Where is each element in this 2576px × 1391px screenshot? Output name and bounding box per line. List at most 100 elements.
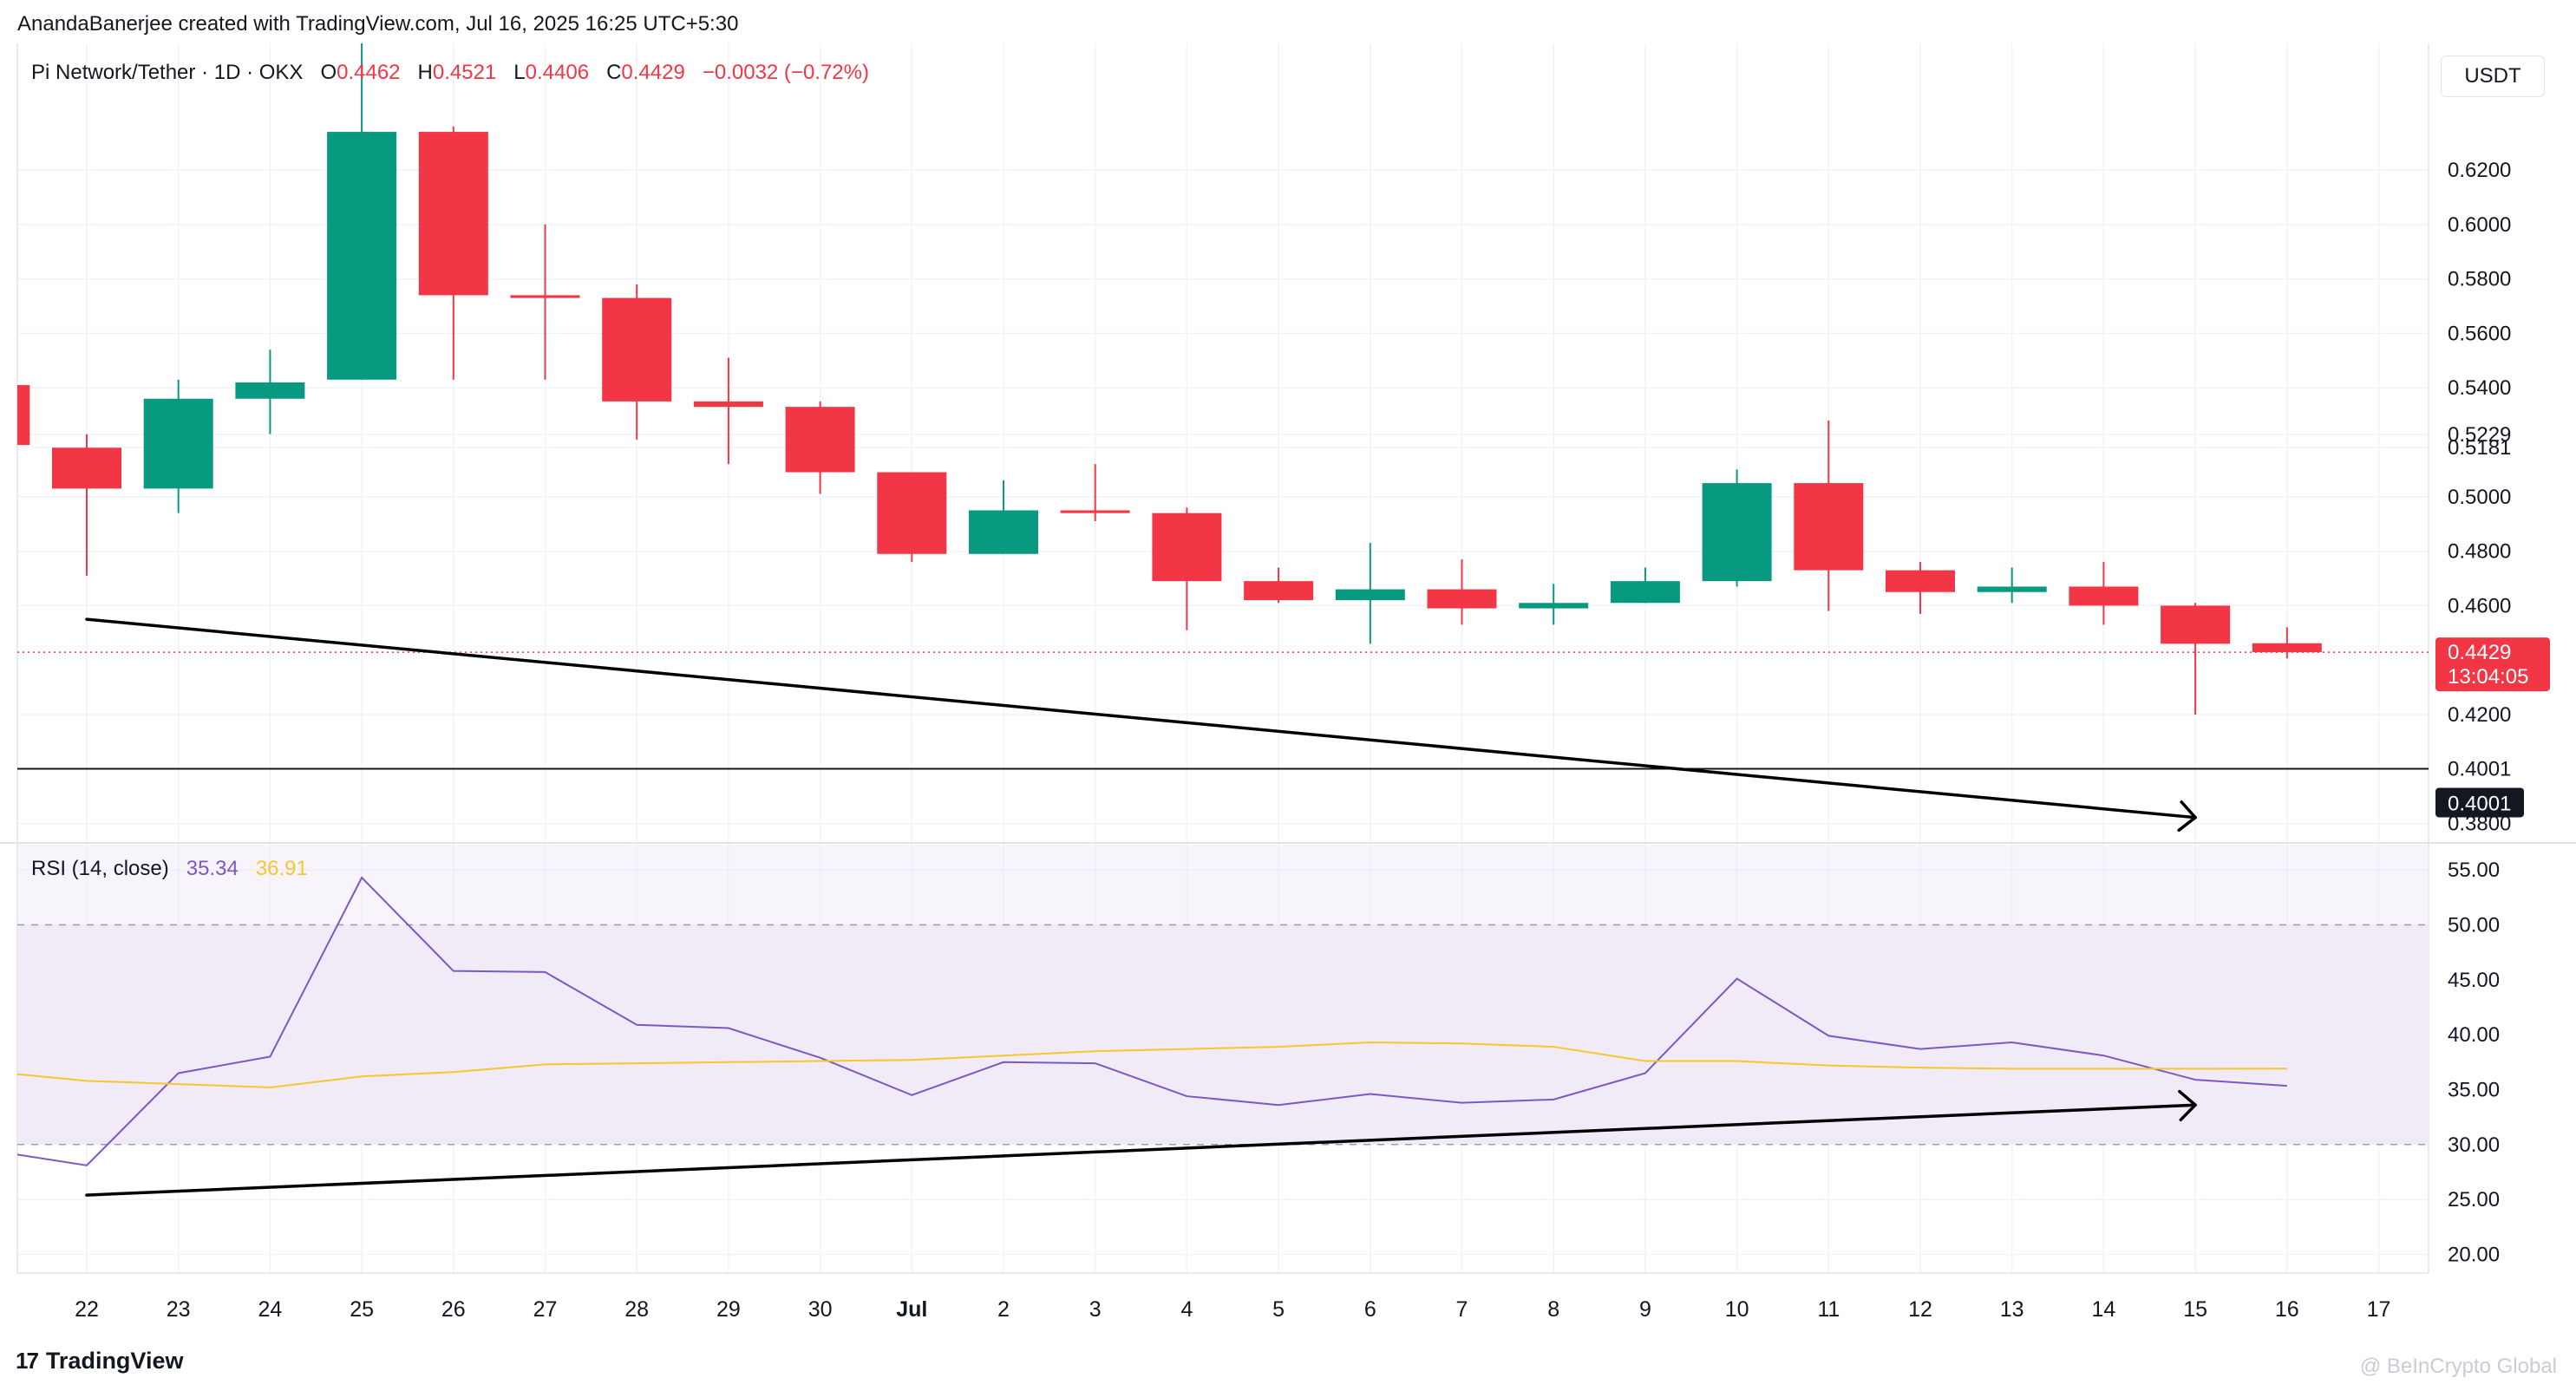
- time-tick-label: 8: [1547, 1297, 1559, 1322]
- rsi-band: [17, 845, 2429, 1146]
- rsi-tick-label: 20.00: [2448, 1243, 2500, 1266]
- support-badge: [2435, 787, 2524, 818]
- time-tick-label: 17: [2367, 1297, 2391, 1322]
- rsi-label[interactable]: RSI (14, close): [31, 857, 169, 880]
- time-tick-label: 3: [1089, 1297, 1102, 1322]
- candle: [1060, 464, 1130, 522]
- price-tick-label: 0.6200: [2448, 159, 2511, 182]
- candle-body: [1152, 513, 1222, 582]
- low-label: L: [513, 61, 526, 84]
- candle: [2161, 603, 2231, 715]
- candle-body: [1702, 483, 1772, 582]
- watermark-text: @ BeInCrypto Global: [2359, 1355, 2557, 1378]
- price-tick-label: 0.6000: [2448, 213, 2511, 237]
- attribution-text: AnandaBanerjee created with TradingView.…: [17, 12, 739, 36]
- time-tick-label: 22: [75, 1297, 99, 1322]
- candle-body: [2161, 605, 2231, 644]
- candle: [1519, 584, 1589, 625]
- candle: [1244, 567, 1314, 604]
- tradingview-logo[interactable]: 17 TradingView: [16, 1348, 183, 1375]
- time-tick-label: 2: [997, 1297, 1010, 1322]
- currency-button[interactable]: USDT: [2441, 56, 2545, 97]
- rsi-tick-label: 25.00: [2448, 1188, 2500, 1211]
- high-label: H: [417, 61, 433, 84]
- rsi-upper-fill: [17, 845, 2429, 925]
- time-tick-label: 25: [350, 1297, 374, 1322]
- candle-body: [969, 510, 1038, 554]
- rsi-tick-label: 50.00: [2448, 913, 2500, 937]
- time-tick-label: 29: [716, 1297, 741, 1322]
- candle: [17, 385, 30, 446]
- candle: [969, 480, 1038, 554]
- candle: [1152, 507, 1222, 630]
- rsi-ma-value: 36.91: [255, 857, 308, 880]
- rsi-tick-label: 40.00: [2448, 1023, 2500, 1047]
- open-value: 0.4462: [337, 61, 401, 84]
- rsi-tick-label: 55.00: [2448, 859, 2500, 882]
- low-value: 0.4406: [525, 61, 590, 84]
- candle: [785, 401, 855, 494]
- price-tick-label: 0.5600: [2448, 322, 2511, 345]
- close-label: C: [606, 61, 622, 84]
- tradingview-brand: TradingView: [45, 1348, 184, 1374]
- time-tick-label: 9: [1639, 1297, 1651, 1322]
- close-value: 0.4429: [621, 61, 685, 84]
- candle-body: [1427, 589, 1497, 609]
- candle: [1794, 420, 1864, 611]
- candle: [52, 434, 121, 576]
- candle-body: [235, 382, 305, 399]
- rsi-trend-line-arrowhead: [2178, 1089, 2197, 1122]
- last-price-badge: [2435, 637, 2550, 692]
- rsi-tick-label: 30.00: [2448, 1133, 2500, 1157]
- rsi-legend: RSI (14, close) 35.34 36.91: [31, 857, 308, 881]
- change-value: −0.0032 (−0.72%): [702, 61, 869, 84]
- time-tick-label: Jul: [896, 1297, 927, 1322]
- symbol-label[interactable]: Pi Network/Tether · 1D · OKX: [31, 61, 304, 84]
- rsi-tick-label: 35.00: [2448, 1078, 2500, 1101]
- candle-body: [602, 297, 672, 402]
- time-tick-label: 7: [1456, 1297, 1468, 1322]
- time-tick-label: 11: [1817, 1297, 1840, 1322]
- time-tick-label: 5: [1272, 1297, 1285, 1322]
- price-tick-label: 0.4200: [2448, 703, 2511, 727]
- support-badge-label: 0.4001: [2448, 792, 2511, 815]
- high-value: 0.4521: [432, 61, 497, 84]
- candle: [2069, 562, 2139, 625]
- candle: [235, 349, 305, 434]
- candle-body: [510, 295, 580, 298]
- candle: [1335, 543, 1405, 644]
- rsi-axis[interactable]: 55.00 50.00 45.00 40.00 35.00 30.00 25.00 20.00: [2448, 859, 2500, 1266]
- candle: [510, 224, 580, 380]
- candle-body: [1794, 483, 1864, 571]
- price-tick-label: 0.5000: [2448, 486, 2511, 509]
- time-tick-label: 4: [1180, 1297, 1193, 1322]
- price-axis[interactable]: 0.6200 0.6000 0.5800 0.5600 0.5400 0.52290.51…: [2435, 159, 2550, 836]
- price-legend: Pi Network/Tether · 1D · OKX O0.4462 H0.…: [31, 61, 869, 85]
- time-axis[interactable]: 22 23 24 25 26 27 28 29 30 Jul 2 3 4 5 6 7 8 9 10 11 12 13 14 1…: [75, 1297, 2390, 1322]
- candle: [143, 379, 213, 513]
- candlestick-series: [17, 43, 2322, 715]
- rsi-tick-label: 45.00: [2448, 969, 2500, 992]
- candle: [1610, 567, 1680, 604]
- candle-body: [1977, 586, 2047, 592]
- candle-body: [327, 132, 397, 380]
- price-tick-label: 0.4800: [2448, 540, 2511, 564]
- time-tick-label: 26: [441, 1297, 466, 1322]
- candle: [1886, 562, 1955, 614]
- time-tick-label: 10: [1725, 1297, 1749, 1322]
- price-tick-label: 0.5181: [2448, 436, 2511, 460]
- price-trend-line-arrowhead: [2177, 800, 2197, 833]
- candle: [602, 284, 672, 440]
- price-tick-label: 0.5229: [2448, 423, 2511, 447]
- price-tick-label: 0.5400: [2448, 376, 2511, 400]
- time-tick-label: 30: [808, 1297, 833, 1322]
- price-trend-line: [85, 617, 2197, 820]
- candle-body: [1610, 581, 1680, 604]
- price-tick-label: 0.4600: [2448, 594, 2511, 617]
- candle-body: [418, 132, 488, 296]
- candle-body: [1060, 510, 1130, 513]
- time-tick-label: 15: [2183, 1297, 2207, 1322]
- candle: [1977, 567, 2047, 604]
- rsi-band-fill: [17, 924, 2429, 1145]
